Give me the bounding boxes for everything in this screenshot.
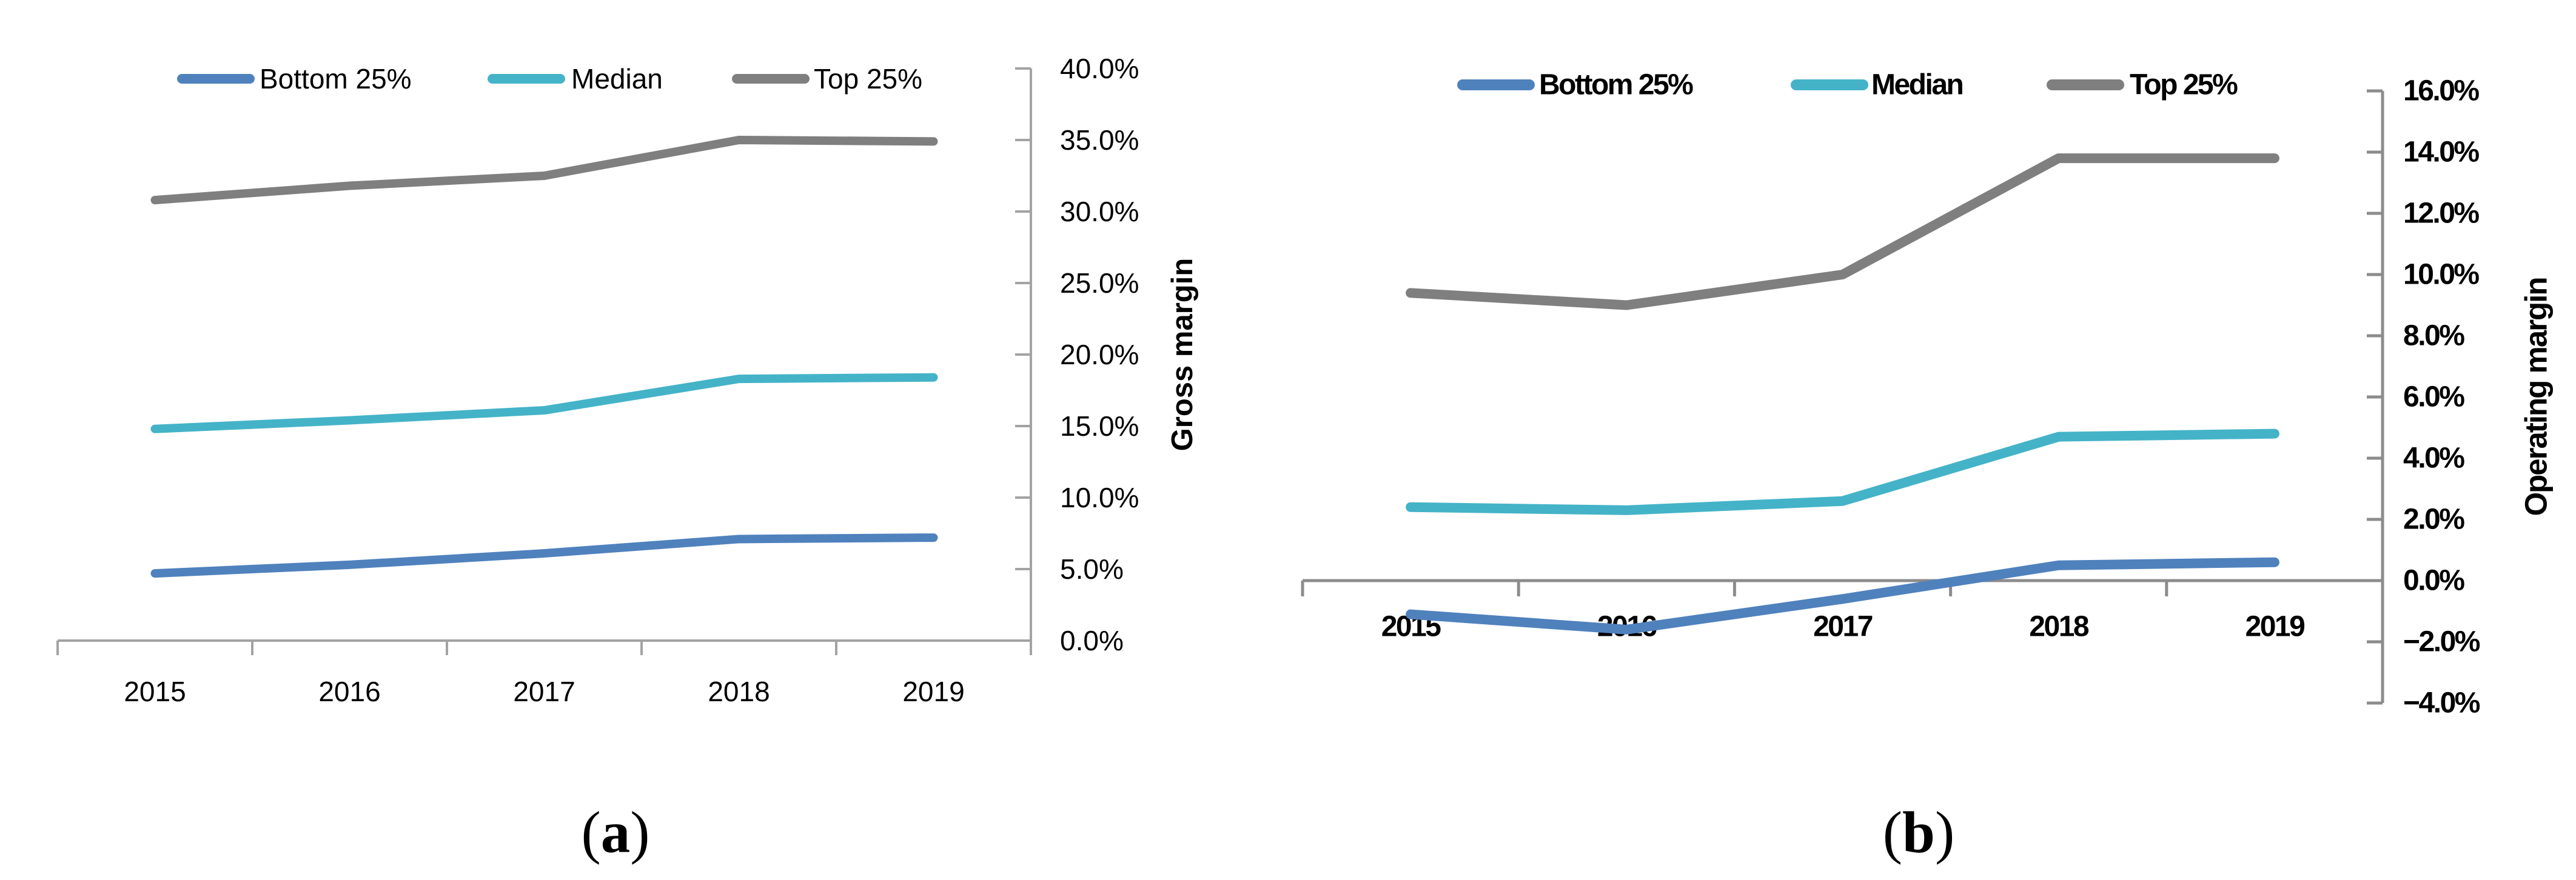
y-tick-label-b: 6.0%	[2403, 381, 2464, 413]
caption-a-letter: a	[600, 800, 631, 865]
x-label-b-2018: 2018	[2029, 611, 2089, 643]
y-tick-label-a: 40.0%	[1060, 53, 1139, 84]
y-tick-label-a: 35.0%	[1060, 124, 1139, 156]
caption-b-open: (	[1882, 800, 1903, 865]
chart-a-canvas: 40.0% 35.0% 30.0% 25.0% 20.0% 15.0% 10.0% 5.0% 0…	[56, 53, 1199, 707]
caption-b-letter: b	[1902, 800, 1935, 865]
legend-label-a-0: Bottom 25%	[260, 63, 412, 95]
x-label-b-2019: 2019	[2246, 611, 2305, 643]
legend-label-a-1: Median	[571, 63, 663, 95]
legend-label-b-1: Median	[1871, 69, 1963, 101]
y-axis-title-a: Gross margin	[1166, 258, 1199, 452]
y-tick-label-b: 10.0%	[2403, 259, 2479, 291]
legend-label-b-2: Top 25%	[2130, 69, 2238, 101]
caption-a-close: )	[630, 800, 650, 865]
y-tick-label-b: 4.0%	[2403, 442, 2464, 475]
caption-b: (b)	[1883, 799, 1955, 866]
y-tick-label-a: 20.0%	[1060, 339, 1139, 370]
y-tick-label-a: 0.0%	[1060, 625, 1124, 656]
y-tick-label-a: 25.0%	[1060, 267, 1139, 299]
chart-b-panel: 16.0% 14.0% 12.0% 10.0% 8.0% 6.0% 4.0% 2.0% 0.0%…	[1288, 0, 2576, 880]
y-tick-label-b: 8.0%	[2403, 320, 2464, 352]
series-line-b-top-25-	[1406, 153, 2279, 310]
caption-b-close: )	[1934, 800, 1955, 865]
legend-label-b-0: Bottom 25%	[1539, 69, 1693, 101]
series-line-a-bottom-25-	[150, 533, 938, 578]
series-line-b-bottom-25-	[1406, 557, 2279, 635]
y-tick-label-b: 2.0%	[2403, 504, 2464, 536]
x-label-b-2017: 2017	[1813, 611, 1873, 643]
y-tick-label-a: 5.0%	[1060, 553, 1124, 585]
y-tick-label-a: 10.0%	[1060, 482, 1139, 513]
x-label-a-2018: 2018	[708, 676, 770, 707]
chart-a-panel: 40.0% 35.0% 30.0% 25.0% 20.0% 15.0% 10.0% 5.0% 0…	[56, 53, 1199, 866]
y-tick-label-b: 12.0%	[2403, 198, 2479, 230]
y-tick-label-b: 0.0%	[2403, 565, 2464, 597]
y-tick-label-b: −4.0%	[2403, 687, 2480, 719]
y-axis-title-b: Operating margin	[2519, 278, 2554, 516]
y-tick-label-a: 15.0%	[1060, 410, 1139, 442]
y-tick-label-b: −2.0%	[2403, 626, 2480, 658]
caption-a: (a)	[581, 799, 649, 866]
chart-b-canvas: 16.0% 14.0% 12.0% 10.0% 8.0% 6.0% 4.0% 2.0% 0.0%…	[1301, 69, 2554, 719]
series-line-a-top-25-	[150, 136, 938, 205]
y-tick-label-a: 30.0%	[1060, 196, 1139, 227]
x-label-a-2016: 2016	[318, 676, 380, 707]
x-label-a-2019: 2019	[902, 676, 964, 707]
x-label-a-2015: 2015	[124, 676, 186, 707]
caption-a-open: (	[581, 800, 601, 865]
x-label-a-2017: 2017	[513, 676, 575, 707]
series-line-b-median	[1406, 428, 2279, 515]
series-line-a-median	[150, 373, 938, 433]
y-tick-label-b: 16.0%	[2403, 75, 2479, 107]
y-tick-label-b: 14.0%	[2403, 136, 2479, 168]
legend-label-a-2: Top 25%	[814, 63, 922, 95]
